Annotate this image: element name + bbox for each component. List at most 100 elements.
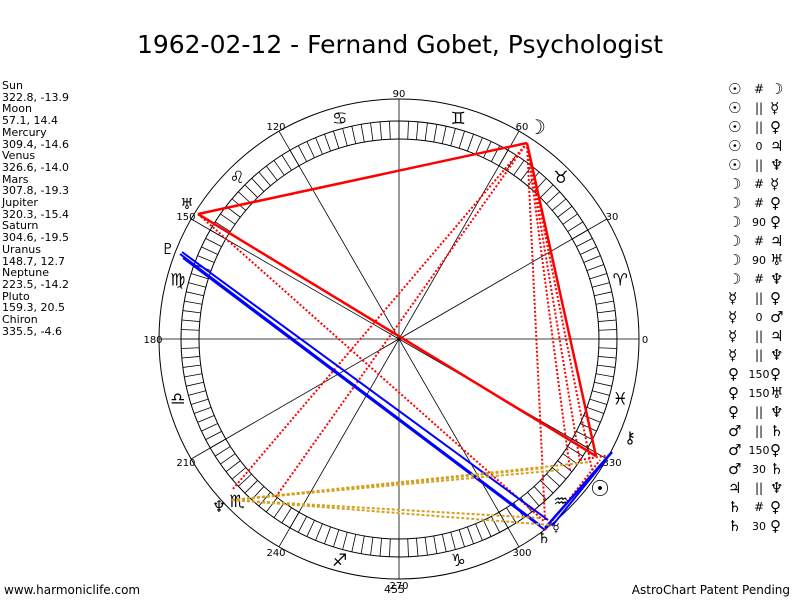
planet-name: Jupiter	[2, 196, 38, 210]
aspect-planet-a: ☽	[728, 251, 742, 269]
aspect-symbol: 0	[755, 311, 763, 324]
aspect-line	[197, 141, 528, 216]
aspect-line	[231, 499, 551, 526]
aspect-symbol: ||	[754, 101, 764, 115]
aspect-planet-b: ♄	[770, 460, 784, 478]
degree-tick	[567, 446, 584, 457]
degree-label: 240	[266, 548, 285, 559]
degree-tick	[407, 538, 409, 557]
degree-tick	[594, 291, 612, 297]
degree-label: 0	[642, 335, 648, 346]
degree-tick	[190, 273, 209, 280]
planet-position: 159.3, 20.5	[2, 301, 65, 315]
aspect-planet-b: ☿	[770, 99, 780, 117]
degree-tick	[467, 134, 474, 152]
aspect-line	[182, 257, 546, 531]
degree-tick	[265, 497, 278, 513]
aspect-planet-a: ☽	[728, 213, 742, 231]
degree-tick	[540, 480, 554, 494]
aspect-planet-b: ♀	[770, 213, 781, 231]
aspect-row: ☽ # ♀	[728, 194, 790, 213]
chart-title: 1962-02-12 - Fernand Gobet, Psychologist	[136, 30, 664, 59]
degree-tick	[306, 141, 315, 158]
aspect-line	[231, 499, 541, 519]
degree-tick	[251, 178, 265, 192]
degree-tick	[205, 237, 222, 248]
aspect-planet-b: ♀	[770, 517, 781, 535]
aspect-planet-b: ♃	[770, 137, 784, 155]
aspect-planet-b: ♃	[770, 232, 784, 250]
zodiac-sign: ♋	[332, 109, 347, 129]
degree-tick	[297, 516, 308, 533]
degree-tick	[188, 390, 206, 396]
aspect-symbol: #	[753, 82, 765, 96]
planet-position: 309.4, -14.6	[2, 137, 69, 151]
degree-label: 90	[393, 89, 406, 100]
aspect-planet-b: ♀	[770, 118, 781, 136]
degree-tick	[407, 121, 409, 140]
footer-number: 455	[384, 583, 405, 596]
degree-tick	[475, 137, 483, 155]
aspect-planet-a: ♂	[728, 460, 742, 478]
aspect-row: ♀ 150 ♅	[728, 384, 790, 403]
degree-tick	[281, 507, 292, 524]
aspect-symbol: ||	[754, 481, 764, 495]
aspect-line	[179, 253, 541, 526]
neptune-glyph: ♆	[212, 497, 226, 516]
degree-tick	[181, 347, 200, 349]
degree-tick	[197, 415, 215, 423]
uranus-glyph: ♅	[180, 195, 193, 213]
aspect-planet-a: ♂	[728, 441, 742, 459]
degree-tick	[562, 213, 578, 225]
degree-tick	[188, 282, 206, 288]
aspect-planet-a: ☉	[728, 118, 742, 136]
aspect-planet-a: ☿	[728, 327, 738, 345]
degree-tick	[527, 491, 540, 507]
degree-tick	[324, 134, 331, 152]
aspect-symbol: 150	[748, 387, 770, 400]
planet-name: Mars	[2, 172, 29, 186]
aspect-symbol: ||	[754, 329, 764, 343]
planet-name: Sun	[2, 79, 23, 92]
degree-tick	[220, 213, 236, 225]
degree-label: 330	[602, 458, 621, 469]
website-link[interactable]: www.harmoniclife.com	[4, 583, 141, 597]
aspect-symbol: #	[753, 234, 765, 248]
degree-tick	[533, 486, 547, 500]
aspect-planet-b: ♆	[770, 270, 784, 288]
degree-tick	[576, 430, 593, 441]
aspect-symbol: 150	[748, 368, 770, 381]
planet-position: 307.8, -19.3	[2, 184, 69, 198]
degree-tick	[258, 491, 271, 507]
degree-tick	[182, 364, 201, 368]
aspect-symbol: #	[753, 272, 765, 286]
degree-tick	[576, 237, 593, 248]
aspect-line	[526, 142, 581, 463]
degree-tick	[201, 423, 218, 432]
degree-tick	[184, 300, 203, 305]
sun-glyph: ☉	[590, 477, 610, 502]
zodiac-sign: ♊	[451, 109, 466, 129]
degree-label: 270	[389, 581, 408, 592]
degree-tick	[597, 310, 616, 314]
degree-tick	[324, 526, 331, 544]
degree-tick	[194, 407, 212, 414]
aspect-planet-b: ☽	[770, 80, 784, 98]
aspect-row: ☉ || ♀	[728, 118, 790, 137]
moon-glyph: ☽	[528, 115, 546, 139]
degree-tick	[205, 430, 222, 441]
degree-tick	[483, 141, 492, 158]
degree-tick	[592, 390, 610, 396]
degree-tick	[244, 480, 258, 494]
degree-tick	[342, 128, 348, 146]
degree-tick	[433, 124, 438, 143]
planet-name: Neptune	[2, 266, 50, 280]
saturn-glyph: ♄	[537, 529, 550, 547]
aspect-line	[231, 461, 591, 501]
degree-tick	[595, 300, 614, 305]
planet-positions-list: Sun 322.8, -13.9 Moon 57.1, 14.4 Mercury 309.…	[2, 80, 69, 337]
aspect-line	[526, 142, 593, 471]
degree-tick	[370, 537, 374, 556]
aspect-line	[181, 251, 549, 521]
